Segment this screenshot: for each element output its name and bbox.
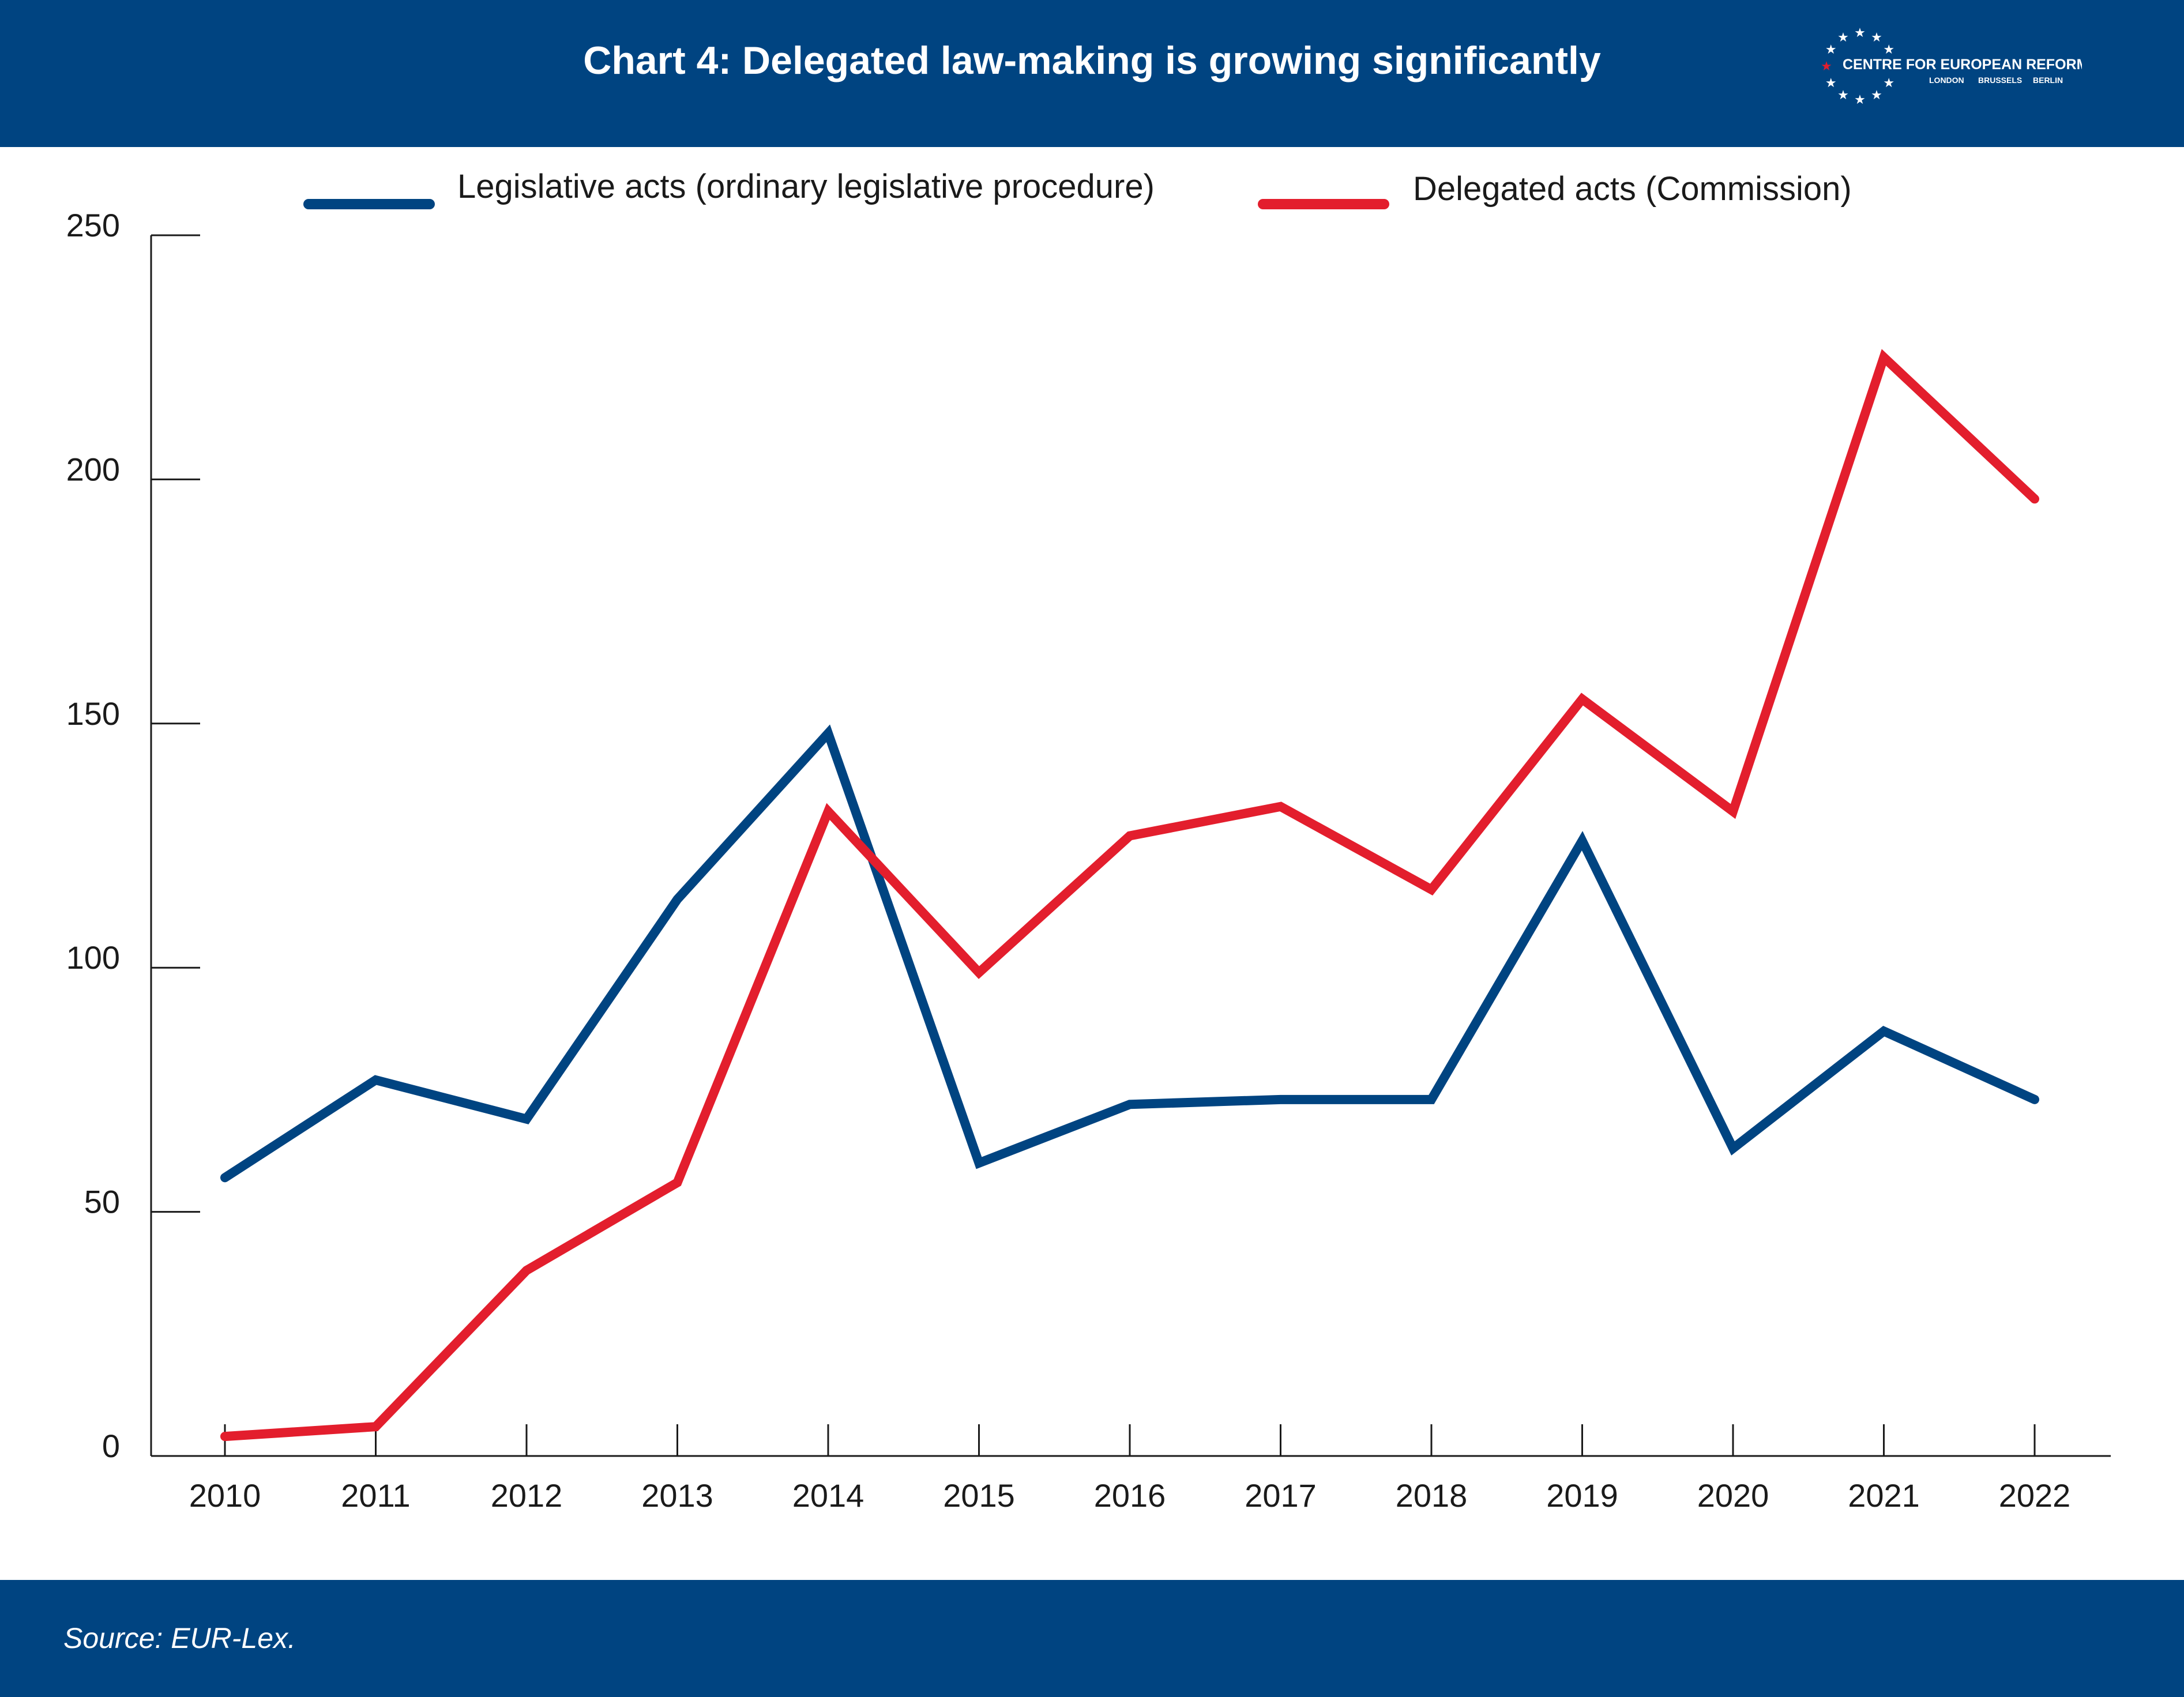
logo-star-icon: ★ [1837,88,1849,103]
point-legislative-2017 [1280,1099,1281,1100]
legend-label-delegated: Delegated acts (Commission) [1413,170,1852,208]
chart-area: Legislative acts (ordinary legislative p… [0,147,2184,1580]
x-tick-label: 2015 [943,1477,1015,1514]
logo-star-icon: ★ [1883,43,1894,57]
y-tick-label: 50 [84,1184,120,1220]
series-line-delegated [220,349,2039,1442]
header-bar: Chart 4: Delegated law-making is growing… [0,0,2184,147]
x-tick-label: 2010 [189,1477,261,1514]
logo-city-brussels: BRUSSELS [1978,76,2022,85]
legend-label-legislative: Legislative acts (ordinary legislative p… [457,168,1155,205]
logo-city-berlin: BERLIN [2033,76,2063,85]
point-legislative-2021 [1884,1030,1885,1032]
x-tick-label: 2019 [1546,1477,1618,1514]
x-tick-label: 2012 [491,1477,563,1514]
logo-star-icon: ★ [1825,43,1837,57]
point-delegated-2019 [1582,698,1583,699]
logo-star-icon: ★ [1871,88,1882,103]
point-delegated-2015 [979,972,980,973]
logo-city-london: LONDON [1929,76,1964,85]
logo-star-icon: ★ [1854,93,1866,107]
point-legislative-2013 [677,899,678,900]
point-legislative-2010 [224,1177,225,1178]
logo-star-icon: ★ [1883,76,1894,91]
point-delegated-2010 [224,1436,225,1437]
point-delegated-2018 [1431,889,1432,890]
y-tick-label: 250 [66,207,120,243]
y-tick-label: 0 [102,1428,120,1464]
x-tick-label: 2014 [792,1477,864,1514]
logo-star-icon: ★ [1871,31,1882,45]
x-tick-label: 2017 [1245,1477,1317,1514]
point-legislative-2020 [1732,1148,1734,1149]
x-tick-label: 2016 [1094,1477,1166,1514]
series-line-legislative [220,724,2039,1183]
logo-star-icon: ★ [1821,59,1832,74]
x-tick-label: 2018 [1396,1477,1468,1514]
y-tick-label: 150 [66,695,120,732]
point-legislative-2022 [2034,1099,2035,1100]
point-legislative-2015 [979,1162,980,1164]
logo-star-icon: ★ [1854,26,1866,40]
point-delegated-2013 [677,1182,678,1183]
x-tick-label: 2022 [1999,1477,2071,1514]
footer-bar: Source: EUR-Lex. [0,1580,2184,1697]
point-delegated-2020 [1732,811,1734,812]
source-note: Source: EUR-Lex. [63,1622,296,1654]
point-legislative-2019 [1582,840,1583,841]
point-legislative-2018 [1431,1099,1432,1100]
logo-name: CENTRE FOR EUROPEAN REFORM [1843,57,2082,73]
y-tick-label: 200 [66,451,120,487]
point-delegated-2016 [1129,836,1130,837]
x-tick-label: 2011 [341,1477,410,1514]
point-legislative-2012 [526,1119,527,1120]
legend: Legislative acts (ordinary legislative p… [303,168,1852,209]
y-tick-label: 100 [66,939,120,976]
point-delegated-2011 [375,1426,377,1427]
x-tick-label: 2021 [1848,1477,1920,1514]
x-tick-label: 2020 [1697,1477,1769,1514]
cer-logo: ★ ★ ★ ★ ★ ★ ★ ★ ★ ★ ★ CENTRE FOR EUROPEAN REFORM L… [1817,23,2088,110]
point-legislative-2011 [375,1079,377,1081]
point-delegated-2014 [828,811,829,812]
point-legislative-2014 [828,733,829,734]
point-delegated-2022 [2034,498,2035,499]
x-tick-label: 2013 [641,1477,713,1514]
logo-star-icon: ★ [1825,76,1837,91]
point-delegated-2012 [526,1270,527,1271]
logo-stars-icon: ★ ★★★★★★★★★★ [1821,26,1894,107]
logo-star-icon: ★ [1837,31,1849,45]
point-delegated-2021 [1884,357,1885,358]
point-legislative-2016 [1129,1104,1130,1105]
point-delegated-2017 [1280,806,1281,807]
chart-title: Chart 4: Delegated law-making is growing… [583,39,1601,82]
